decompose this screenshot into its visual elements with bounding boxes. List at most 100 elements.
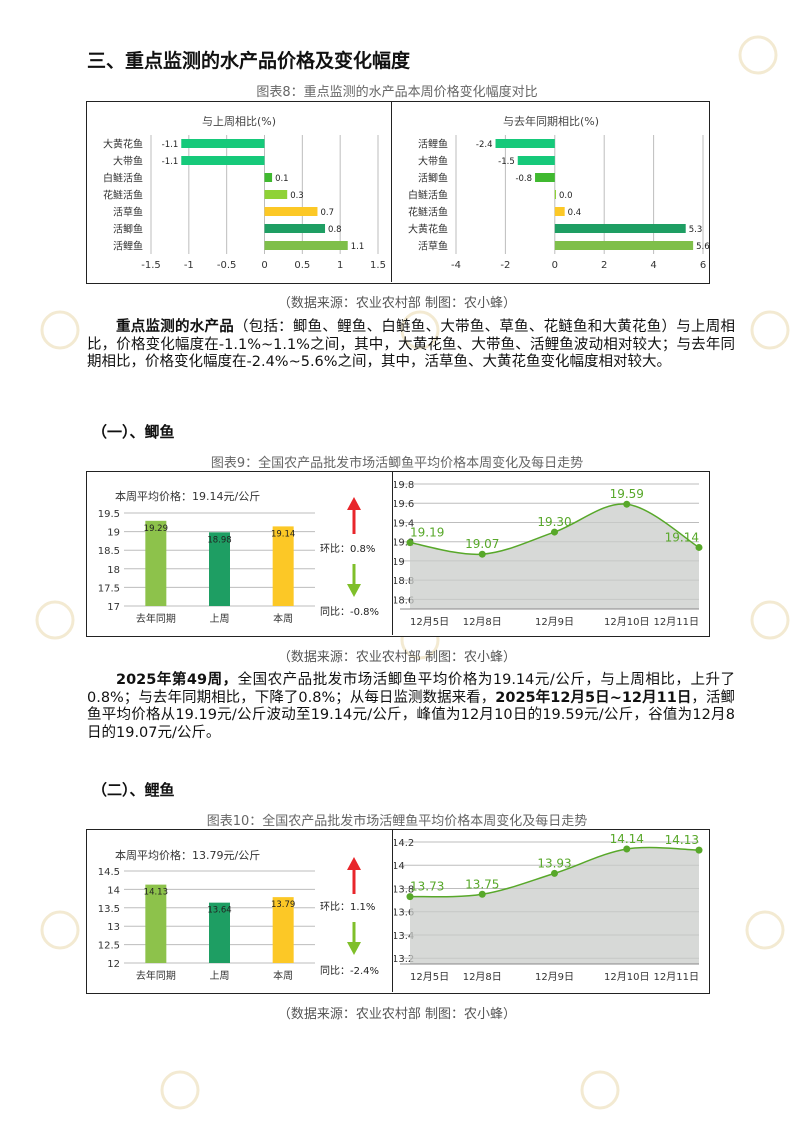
x-tick-label: 上周 — [210, 613, 230, 625]
fig8-left-chart: 与上周相比(%) -1.5 -1 -0.5 0 0.5 1 1.5 大黄花鱼 -1.1 大带鱼 -1… — [103, 115, 386, 271]
x-tick-label: 2 — [601, 260, 607, 271]
y-tick-label: 12 — [107, 959, 120, 970]
para2-b1: 2025年第49周， — [116, 672, 238, 688]
fig10-tb: 同比：-2.4% — [320, 965, 379, 977]
fig9-source: （数据来源：农业农村部 制图：农小蜂） — [277, 650, 517, 665]
y-tick-label: 13.5 — [98, 904, 120, 915]
bar — [264, 173, 273, 182]
category-label: 花鲢活鱼 — [408, 206, 448, 219]
y-tick-label: 19 — [394, 557, 405, 568]
x-tick-label: 12月11日 — [654, 616, 699, 628]
category-label: 大带鱼 — [418, 155, 448, 168]
data-point — [551, 869, 558, 877]
bar — [264, 241, 348, 250]
category-label: 活草鱼 — [113, 206, 143, 219]
category-label: 大带鱼 — [113, 155, 143, 168]
fig9-line-chart: 18.6 18.8 19 19.2 19.4 19.6 19.8 19.19 12月5日 19.0… — [394, 480, 703, 628]
fig9-frame: 本周平均价格：19.14元/公斤 17 17.5 18 18.5 19 19.5 19.29… — [86, 471, 710, 637]
fig8-caption: 图表8：重点监测的水产品本周价格变化幅度对比 — [256, 85, 538, 100]
fig10-caption: 图表10：全国农产品批发市场活鲤鱼平均价格本周变化及每日走势 — [206, 814, 588, 829]
down-arrow-icon — [347, 564, 361, 597]
data-point — [478, 550, 486, 558]
bar — [554, 224, 686, 233]
data-point — [478, 890, 486, 898]
category-label: 白鲢活鱼 — [103, 172, 143, 185]
fig8-source: （数据来源：农业农村部 制图：农小蜂） — [277, 296, 517, 311]
x-tick-label: 12月5日 — [410, 971, 449, 983]
data-label: -1.1 — [162, 140, 179, 150]
data-label: -2.4 — [476, 140, 493, 150]
x-tick-label: 0.5 — [294, 260, 310, 271]
bar — [264, 224, 326, 233]
data-label: 19.59 — [610, 487, 644, 501]
data-label: 19.29 — [144, 524, 168, 534]
x-tick-label: 12月11日 — [654, 971, 699, 983]
x-tick-label: 0 — [261, 260, 267, 271]
fig10-bar-chart: 本周平均价格：13.79元/公斤 12 12.5 13 13.5 14 14.5 14.13… — [98, 848, 379, 982]
bar — [272, 897, 294, 963]
fig8-divider — [391, 102, 392, 282]
data-label: 13.73 — [410, 880, 444, 894]
data-label: 0.4 — [568, 208, 582, 218]
data-label: -1.5 — [498, 157, 515, 167]
paragraph-summary: 重点监测的水产品（包括：鲫鱼、鲤鱼、白鲢鱼、大带鱼、草鱼、花鲢鱼和大黄花鱼）与上… — [87, 319, 735, 372]
bar — [495, 139, 555, 148]
x-tick-label: 本周 — [273, 969, 293, 982]
y-tick-label: 18.5 — [98, 546, 120, 557]
fig8-right-chart: 与去年同期相比(%) -4 -2 0 2 4 6 活鲤鱼 -2.4 大带鱼 -1.5 活鲫鱼 -0.8… — [408, 114, 709, 271]
x-tick-label: 12月8日 — [463, 616, 502, 628]
category-label: 花鲢活鱼 — [103, 189, 143, 202]
para2-t1: 全国农产品批发市场活鲫鱼平均价格为19.14元/公斤，与上周相比，上升了0.8%… — [87, 672, 735, 706]
bar — [145, 884, 167, 963]
y-tick-label: 13.2 — [394, 954, 414, 965]
fig9-hb: 环比：0.8% — [320, 543, 375, 555]
bar — [554, 241, 694, 250]
data-label: 13.64 — [207, 906, 231, 916]
x-tick-label: -1.5 — [141, 260, 161, 271]
y-tick-label: 13.6 — [394, 908, 414, 919]
data-label: 5.3 — [689, 225, 703, 235]
data-label: 19.14 — [665, 530, 699, 544]
up-arrow-icon — [347, 857, 361, 894]
data-label: 1.1 — [351, 242, 365, 252]
x-tick-label: 4 — [650, 260, 656, 271]
bar — [264, 190, 288, 199]
y-tick-label: 19.8 — [394, 480, 414, 491]
para1-text: （包括：鲫鱼、鲤鱼、白鲢鱼、大带鱼、草鱼、花鲢鱼和大黄花鱼）与上周相比，价格变化… — [87, 319, 735, 370]
data-label: 19.30 — [537, 515, 571, 529]
y-tick-label: 13.8 — [394, 884, 414, 895]
y-tick-label: 19.6 — [394, 499, 414, 510]
bar — [209, 902, 230, 963]
y-tick-label: 14 — [394, 861, 405, 872]
data-point — [551, 528, 558, 536]
bar — [517, 156, 555, 165]
y-tick-label: 19 — [107, 528, 120, 539]
x-tick-label: 本周 — [273, 612, 293, 625]
section-title: 三、重点监测的水产品价格及变化幅度 — [87, 50, 411, 72]
x-tick-label: -1 — [184, 260, 194, 271]
fig8-right-title: 与去年同期相比(%) — [503, 114, 599, 128]
category-label: 白鲢活鱼 — [408, 189, 448, 202]
para2-t2: ，活鲫鱼平均价格从19.19元/公斤波动至19.14元/公斤，峰值为12月10日… — [87, 689, 735, 741]
data-point — [695, 543, 703, 551]
x-tick-label: -2 — [500, 260, 510, 271]
bar — [535, 173, 555, 182]
x-tick-label: 12月8日 — [463, 971, 502, 983]
y-tick-label: 13 — [107, 922, 120, 933]
y-tick-label: 14.5 — [98, 867, 120, 878]
x-tick-label: 12月9日 — [535, 616, 574, 628]
data-label: 14.14 — [610, 832, 644, 846]
category-label: 活鲤鱼 — [418, 138, 448, 151]
fig10-divider — [392, 830, 393, 992]
x-tick-label: 12月5日 — [410, 616, 449, 628]
fig8-frame: 与上周相比(%) -1.5 -1 -0.5 0 0.5 1 1.5 大黄花鱼 -1.1 大带鱼 -1… — [86, 101, 710, 284]
fig10-frame: 本周平均价格：13.79元/公斤 12 12.5 13 13.5 14 14.5 14.13… — [86, 829, 710, 994]
data-label: -1.1 — [162, 157, 179, 167]
y-tick-label: 13.4 — [394, 931, 414, 942]
bar — [264, 207, 318, 216]
subsection-crucian: （一）、鲫鱼 — [92, 423, 175, 441]
bar — [272, 526, 294, 606]
y-tick-label: 12.5 — [98, 941, 120, 952]
data-label: 13.75 — [465, 877, 499, 891]
x-tick-label: 12月9日 — [535, 971, 574, 983]
